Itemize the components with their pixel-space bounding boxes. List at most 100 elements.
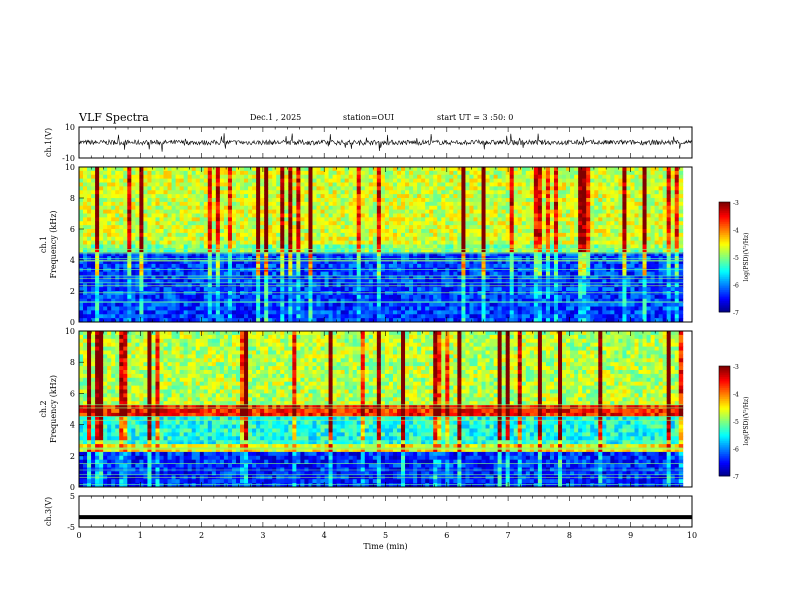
spectrogram-cell: [478, 241, 482, 245]
spectrogram-cell: [196, 256, 200, 260]
spectrogram-cell: [349, 287, 353, 291]
spectrogram-cell: [373, 198, 377, 202]
spectrogram-cell: [160, 179, 164, 183]
spectrogram-cell: [131, 183, 135, 187]
spectrogram-cell: [397, 214, 401, 218]
spectrogram-cell: [111, 225, 115, 229]
spectrogram-cell: [260, 291, 264, 295]
spectrogram-cell: [490, 248, 494, 252]
spectrogram-cell: [308, 245, 312, 249]
spectrogram-cell: [107, 307, 111, 311]
spectrogram-cell: [538, 221, 542, 225]
spectrogram-cell: [526, 310, 530, 314]
spectrogram-cell: [224, 175, 228, 179]
spectrogram-cell: [288, 287, 292, 291]
spectrogram-cell: [542, 233, 546, 237]
spectrogram-cell: [135, 287, 139, 291]
spectrogram-cell: [437, 183, 441, 187]
spectrogram-cell: [401, 248, 405, 252]
spectrogram-cell: [449, 248, 453, 252]
spectrogram-cell: [155, 214, 159, 218]
spectrogram-cell: [373, 186, 377, 190]
spectrogram-cell: [490, 303, 494, 307]
spectrogram-cell: [369, 233, 373, 237]
spectrogram-cell: [280, 198, 284, 202]
spectrogram-cell: [445, 248, 449, 252]
spectrogram-cell: [188, 307, 192, 311]
spectrogram-cell: [373, 241, 377, 245]
spectrogram-cell: [139, 221, 143, 225]
spectrogram-cell: [292, 206, 296, 210]
spectrogram-cell: [405, 245, 409, 249]
spectrogram-cell: [341, 237, 345, 241]
spectrogram-cell: [566, 248, 570, 252]
spectrogram-cell: [276, 272, 280, 276]
spectrogram-cell: [381, 310, 385, 314]
spectrogram-cell: [506, 256, 510, 260]
spectrogram-cell: [115, 260, 119, 264]
spectrogram-cell: [413, 291, 417, 295]
spectrogram-cell: [478, 183, 482, 187]
spectrogram-cell: [341, 283, 345, 287]
spectrogram-cell: [417, 179, 421, 183]
spectrogram-cell: [385, 214, 389, 218]
spectrogram-cell: [256, 217, 260, 221]
spectrogram-cell: [256, 233, 260, 237]
spectrogram-cell: [389, 287, 393, 291]
spectrogram-cell: [244, 295, 248, 299]
spectrogram-cell: [349, 295, 353, 299]
spectrogram-cell: [172, 272, 176, 276]
spectrogram-cell: [425, 186, 429, 190]
spectrogram-cell: [357, 194, 361, 198]
spectrogram-cell: [337, 217, 341, 221]
spectrogram-cell: [522, 167, 526, 171]
spectrogram-cell: [256, 314, 260, 318]
spectrogram-cell: [160, 310, 164, 314]
spectrogram-cell: [196, 214, 200, 218]
spectrogram-cell: [204, 229, 208, 233]
spectrogram-cell: [304, 202, 308, 206]
spectrogram-cell: [461, 190, 465, 194]
spectrogram-cell: [240, 268, 244, 272]
spectrogram-cell: [494, 248, 498, 252]
spectrogram-cell: [208, 175, 212, 179]
spectrogram-cell: [79, 314, 83, 318]
spectrogram-cell: [147, 307, 151, 311]
spectrogram-cell: [425, 264, 429, 268]
spectrogram-cell: [473, 237, 477, 241]
spectrogram-cell: [389, 179, 393, 183]
spectrogram-cell: [429, 225, 433, 229]
spectrogram-cell: [220, 260, 224, 264]
spectrogram-cell: [151, 202, 155, 206]
spectrogram-cell: [224, 303, 228, 307]
spectrogram-cell: [172, 214, 176, 218]
spectrogram-cell: [341, 295, 345, 299]
spectrogram-cell: [538, 256, 542, 260]
spectrogram-cell: [192, 210, 196, 214]
spectrogram-cell: [248, 237, 252, 241]
spectrogram-cell: [413, 171, 417, 175]
spectrogram-cell: [550, 287, 554, 291]
spectrogram-cell: [554, 206, 558, 210]
spectrogram-cell: [119, 237, 123, 241]
spectrogram-cell: [208, 268, 212, 272]
spectrogram-cell: [498, 264, 502, 268]
spectrogram-cell: [469, 179, 473, 183]
spectrogram-cell: [180, 194, 184, 198]
spectrogram-cell: [550, 214, 554, 218]
spectrogram-cell: [264, 268, 268, 272]
spectrogram-cell: [353, 295, 357, 299]
spectrogram-cell: [417, 221, 421, 225]
spectrogram-cell: [83, 190, 87, 194]
spectrogram-cell: [518, 186, 522, 190]
spectrogram-cell: [268, 194, 272, 198]
spectrogram-cell: [433, 217, 437, 221]
spectrogram-cell: [369, 179, 373, 183]
spectrogram-cell: [457, 217, 461, 221]
spectrogram-cell: [393, 194, 397, 198]
spectrogram-cell: [417, 260, 421, 264]
spectrogram-cell: [389, 248, 393, 252]
spectrogram-cell: [514, 268, 518, 272]
spectrogram-cell: [192, 229, 196, 233]
spectrogram-cell: [240, 310, 244, 314]
